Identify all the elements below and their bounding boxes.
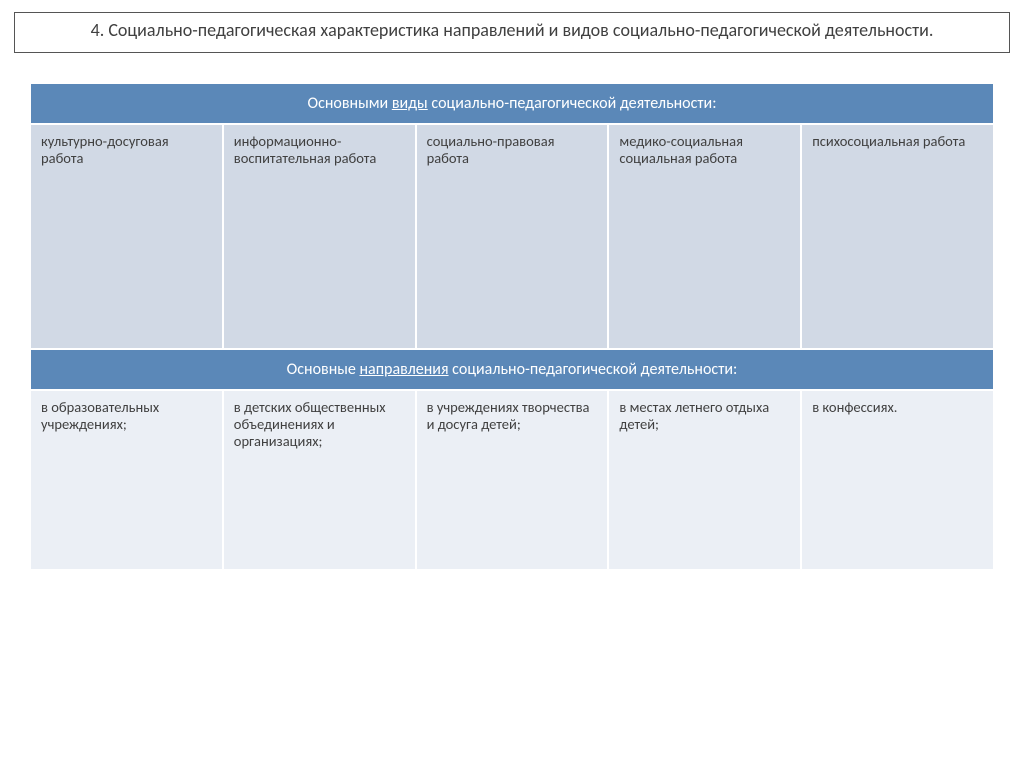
- section2-cell: в конфессиях.: [801, 390, 994, 570]
- section2-cell: в учреждениях творчества и досуга детей;: [416, 390, 609, 570]
- section2-cell: в детских общественных объединениях и ор…: [223, 390, 416, 570]
- section1-header: Основными виды социально-педагогической …: [30, 83, 994, 124]
- section1-header-underlined: виды: [392, 94, 428, 113]
- section2-header-post: социально-педагогической деятельности:: [449, 360, 738, 379]
- section1-row: культурно-досуговая работа информационно…: [30, 124, 994, 349]
- section2-cell: в образовательных учреждениях;: [30, 390, 223, 570]
- section1-cell: медико-социальная социальная работа: [608, 124, 801, 349]
- content-table: Основными виды социально-педагогической …: [30, 83, 994, 570]
- section2-cell: в местах летнего отдыха детей;: [608, 390, 801, 570]
- section1-header-post: социально-педагогической деятельности:: [428, 94, 717, 113]
- section1-cell: информационно-воспитательная работа: [223, 124, 416, 349]
- page-title: 4. Социально-педагогическая характеристи…: [14, 12, 1010, 53]
- section2-header: Основные направления социально-педагогич…: [30, 349, 994, 390]
- section1-cell: психосоциальная работа: [801, 124, 994, 349]
- section1-cell: культурно-досуговая работа: [30, 124, 223, 349]
- section2-header-underlined: направления: [359, 360, 448, 379]
- section1-cell: социально-правовая работа: [416, 124, 609, 349]
- section2-header-pre: Основные: [287, 360, 360, 379]
- section2-row: в образовательных учреждениях; в детских…: [30, 390, 994, 570]
- section1-header-pre: Основными: [308, 94, 392, 113]
